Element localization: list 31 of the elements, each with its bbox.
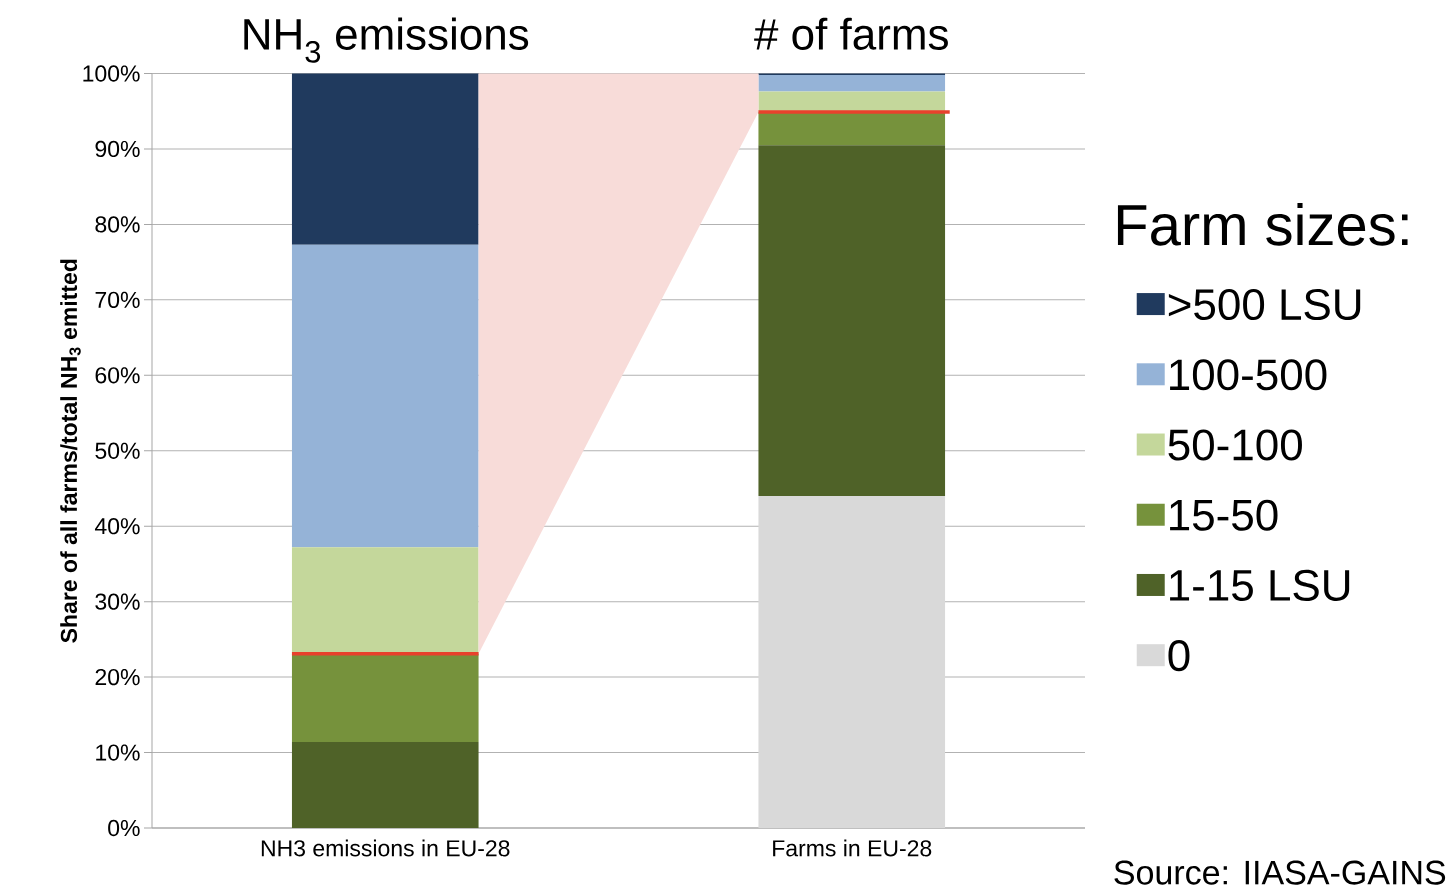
legend-label: 1-15 LSU: [1170, 569, 1350, 601]
x-tick-label: Farms in EU-28: [773, 839, 932, 857]
y-tick-label: 40%: [94, 518, 140, 535]
x-tick-label: NH3 emissions in EU-28: [261, 839, 510, 857]
legend-label: 50-100: [1168, 429, 1302, 461]
bar: [758, 111, 946, 146]
y-tick-label: 20%: [95, 668, 140, 686]
bar: [291, 547, 479, 654]
y-tick-label: 90%: [95, 140, 140, 158]
text: # of farms: [754, 17, 948, 50]
legend-label: >500 LSU: [1168, 288, 1361, 321]
y-tick-label: 50%: [95, 442, 140, 459]
bar: [291, 73, 479, 245]
y-axis-title: Share of all farms/total NH$_{3}$ emitted: [60, 259, 81, 643]
bar: [758, 75, 946, 92]
source-note: Source: IIASA-GAINS: [1114, 860, 1446, 885]
legend-label: 15-50: [1170, 499, 1278, 531]
y-tick-label: 30%: [95, 593, 140, 610]
y-tick-label: 80%: [95, 216, 140, 233]
bar: [758, 496, 946, 828]
y-tick-label: 60%: [95, 367, 140, 384]
y-tick-label: 0%: [108, 819, 140, 837]
y-tick-label: 10%: [96, 744, 140, 761]
y-tick-label: 100%: [83, 65, 140, 82]
y-tick-label: 70%: [95, 291, 140, 308]
bar: [291, 741, 479, 828]
bar: [291, 653, 479, 742]
legend-label: 0: [1168, 640, 1190, 672]
legend-label: 100-500: [1170, 359, 1327, 391]
legend-title: Farm sizes:: [1117, 203, 1408, 246]
text: NH$_{3}$ emissions: [244, 17, 529, 63]
